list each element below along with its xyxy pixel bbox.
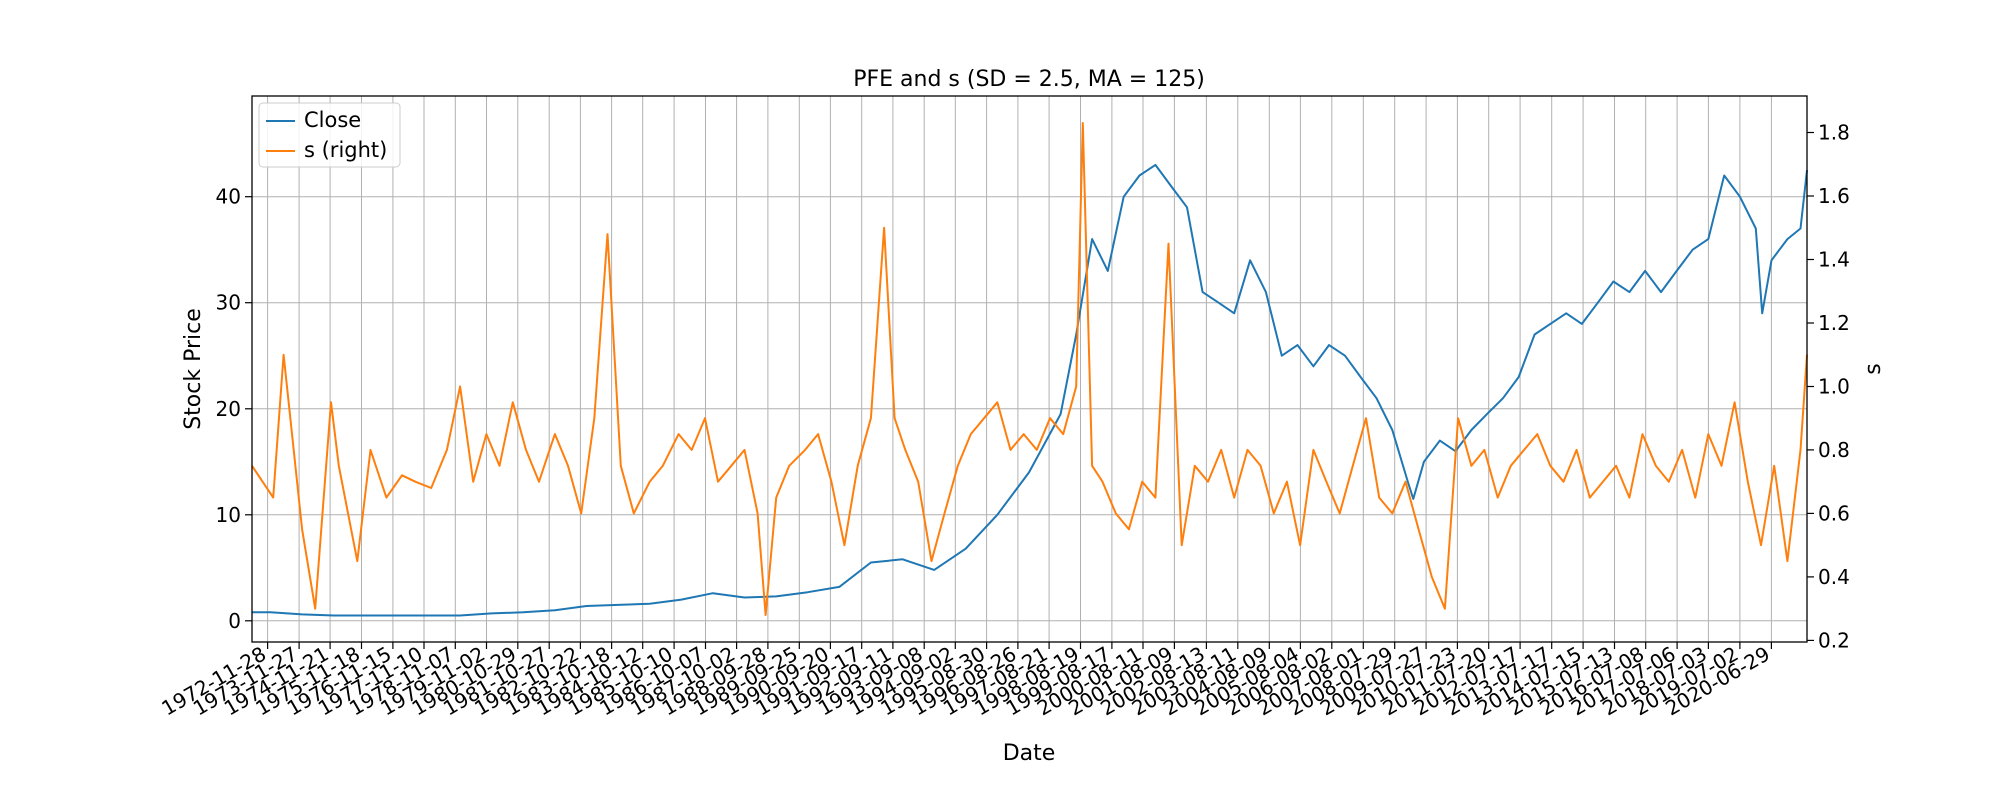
y-left-tick-label: 30	[216, 291, 241, 315]
y-right-tick-label: 1.2	[1818, 311, 1850, 335]
y-right-tick-label: 0.2	[1818, 628, 1850, 652]
y-right-tick-label: 1.6	[1818, 184, 1850, 208]
y-left-axis: 0 10 20 30 40	[216, 185, 252, 633]
y-right-tick-label: 0.4	[1818, 565, 1850, 589]
legend-label-s: s (right)	[304, 138, 387, 162]
chart-title: PFE and s (SD = 2.5, MA = 125)	[853, 67, 1205, 92]
x-axis-label: Date	[1003, 741, 1056, 766]
x-axis: 1972-11-281973-11-271974-11-211975-11-18…	[157, 642, 1773, 721]
y-axis-label-left: Stock Price	[181, 308, 206, 430]
plot-frame	[251, 95, 1808, 643]
legend: Close s (right)	[258, 102, 401, 168]
series-layer	[251, 122, 1808, 617]
y-left-tick-label: 10	[216, 503, 241, 527]
y-right-tick-label: 0.6	[1818, 501, 1850, 525]
y-left-tick-label: 20	[216, 397, 241, 421]
y-right-tick-label: 1.0	[1818, 375, 1850, 399]
close-series-line	[252, 163, 1808, 617]
y-right-tick-label: 1.4	[1818, 248, 1850, 272]
y-axis-label-right: s	[1861, 363, 1886, 374]
legend-label-close: Close	[304, 108, 361, 132]
grid-lines	[252, 96, 1807, 642]
y-right-tick-label: 1.8	[1818, 121, 1850, 145]
y-left-tick-label: 40	[216, 185, 241, 209]
y-right-tick-label: 0.8	[1818, 438, 1850, 462]
y-left-tick-label: 0	[228, 609, 241, 633]
y-right-axis: 0.2 0.4 0.6 0.8 1.0 1.2 1.4 1.6 1.8	[1807, 121, 1850, 652]
s-series-line	[251, 122, 1808, 616]
